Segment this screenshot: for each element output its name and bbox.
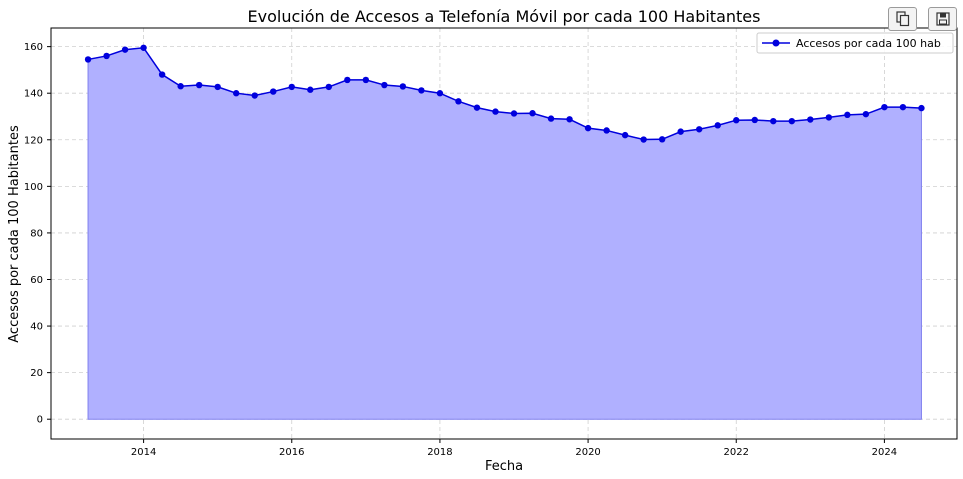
data-point [844, 111, 851, 119]
data-point [770, 117, 777, 125]
data-point [547, 115, 555, 122]
data-point [455, 98, 462, 105]
data-point [492, 108, 499, 115]
data-point [621, 131, 629, 139]
y-tick-label: 40 [30, 322, 43, 333]
y-axis: 0 20 40 60 80 100 120 140 160 [24, 42, 51, 426]
y-tick-label: 120 [24, 135, 43, 146]
legend-marker-icon [772, 39, 780, 47]
data-point [195, 81, 203, 89]
y-tick-label: 20 [30, 368, 43, 379]
data-point [677, 128, 684, 135]
data-point [529, 110, 536, 117]
data-point [603, 127, 610, 134]
save-icon [935, 12, 950, 26]
data-point [103, 52, 110, 60]
data-point [510, 110, 518, 117]
data-point [918, 104, 925, 112]
series-area-fill [87, 47, 922, 420]
y-tick-label: 100 [24, 182, 43, 193]
series-line [87, 47, 922, 141]
data-point [436, 90, 444, 97]
data-point [158, 71, 166, 78]
y-tick-label: 60 [30, 275, 43, 286]
data-point [658, 136, 666, 143]
y-tick-label: 160 [24, 42, 43, 53]
data-point [733, 117, 740, 124]
y-tick-label: 140 [24, 89, 43, 100]
data-point [362, 76, 370, 84]
data-point [233, 90, 240, 97]
data-point [381, 81, 388, 89]
x-tick-label: 2020 [575, 447, 600, 458]
data-point [177, 83, 184, 90]
y-tick-label: 80 [30, 228, 43, 239]
copy-icon [895, 11, 910, 27]
data-point [862, 110, 870, 118]
data-point [640, 136, 647, 143]
data-point [325, 83, 333, 91]
data-point [473, 104, 481, 111]
data-point [714, 122, 721, 129]
data-point [881, 103, 888, 111]
data-point [899, 103, 907, 111]
data-point [825, 114, 833, 121]
x-tick-label: 2018 [427, 447, 452, 458]
data-point [566, 116, 573, 123]
data-point [399, 83, 407, 90]
x-axis: 2014 2016 2018 2020 2022 2024 [131, 439, 897, 458]
data-point [788, 117, 796, 125]
x-axis-label: Fecha [485, 459, 523, 474]
data-point [140, 44, 147, 51]
data-point [121, 46, 129, 53]
data-point [288, 83, 295, 91]
save-button[interactable] [928, 7, 957, 31]
points-layer [84, 44, 925, 143]
legend-box [756, 32, 954, 54]
area-layer [87, 47, 922, 420]
data-point [751, 116, 758, 124]
x-tick-label: 2024 [872, 447, 897, 458]
data-point [307, 86, 314, 93]
data-point [214, 83, 221, 91]
x-tick-label: 2016 [279, 447, 304, 458]
data-point [584, 124, 592, 132]
data-point [84, 56, 92, 63]
data-point [344, 76, 351, 84]
data-point [270, 88, 277, 95]
x-tick-label: 2022 [724, 447, 749, 458]
chart-title: Evolución de Accesos a Telefonía Móvil p… [248, 7, 761, 26]
data-point [696, 126, 703, 133]
plot-frame [50, 27, 958, 440]
y-axis-label: Accesos por cada 100 Habitantes [7, 125, 22, 343]
data-point [418, 87, 425, 94]
copy-button[interactable] [888, 7, 917, 31]
data-point [251, 92, 258, 99]
x-tick-label: 2014 [131, 447, 156, 458]
legend: Accesos por cada 100 hab [756, 32, 954, 54]
data-point [807, 116, 814, 123]
y-tick-label: 0 [37, 415, 43, 426]
legend-label: Accesos por cada 100 hab [796, 37, 941, 50]
